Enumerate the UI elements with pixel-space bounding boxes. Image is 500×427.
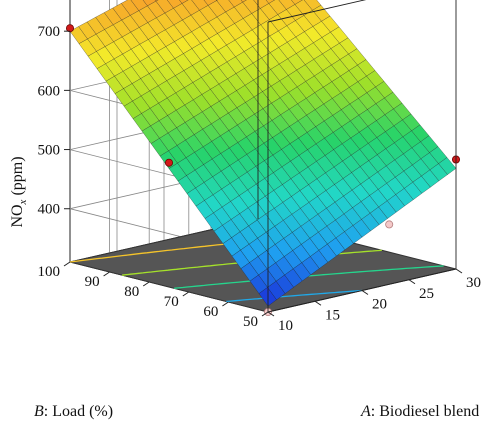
b-tick-mark (261, 311, 269, 317)
b-tick-label: 50 (243, 314, 258, 330)
a-tick-label: 30 (466, 275, 481, 291)
design-point (164, 158, 173, 167)
a-tick-mark (455, 268, 463, 274)
design-point (66, 24, 75, 33)
a-tick-label: 20 (372, 297, 387, 313)
z-tick-label: 400 (38, 202, 61, 218)
a-tick-mark (361, 290, 369, 295)
floor-contour-line (226, 289, 363, 303)
a-axis-label: A: Biodiesel blend (360, 403, 479, 420)
b-tick-label: 80 (124, 284, 139, 300)
b-tick-label: 90 (85, 274, 100, 290)
b-tick-mark (142, 281, 150, 287)
a-tick-mark (267, 311, 275, 317)
axis-ticks: 40050060070080050607080901001015202530 (38, 24, 482, 334)
response-surface (69, 0, 457, 307)
a-tick-label: 25 (419, 286, 434, 302)
design-point (385, 220, 394, 229)
box-edge (267, 0, 367, 23)
z-tick-label: 500 (38, 143, 61, 159)
b-tick-mark (182, 291, 190, 297)
a-tick-mark (408, 279, 416, 285)
b-tick-label: 60 (203, 304, 218, 320)
b-axis-label: B: Load (%) (34, 403, 113, 420)
b-tick-mark (103, 271, 110, 277)
a-tick-label: 15 (325, 307, 340, 323)
b-tick-mark (63, 261, 71, 267)
a-tick-label: 10 (278, 318, 293, 334)
z-tick-label: 600 (38, 83, 61, 99)
z-tick-label: 700 (38, 24, 61, 40)
b-tick-label: 100 (38, 264, 61, 280)
b-tick-label: 70 (164, 294, 179, 310)
b-tick-mark (222, 301, 229, 307)
z-axis-label: NOx (ppm) (9, 156, 29, 227)
a-tick-mark (314, 300, 322, 306)
